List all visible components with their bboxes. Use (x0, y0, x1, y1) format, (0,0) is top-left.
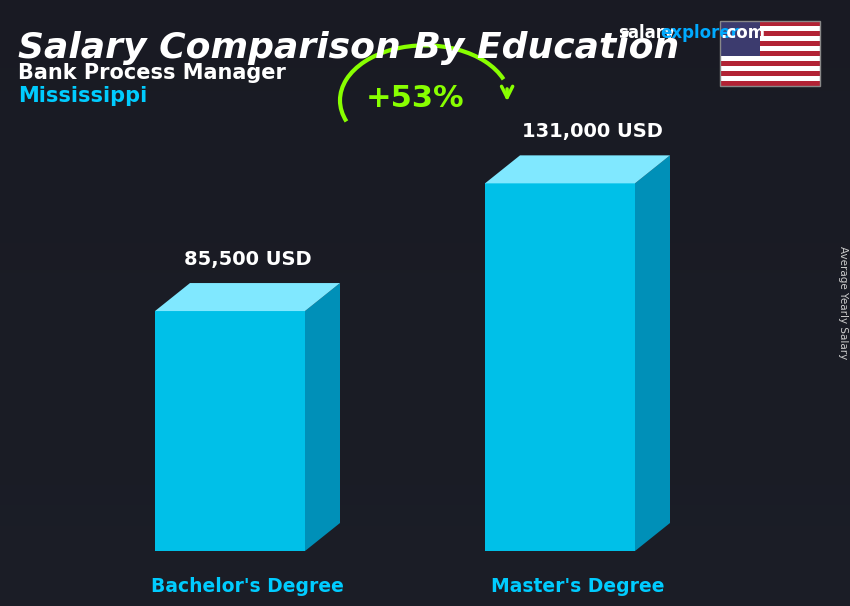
Bar (720, 61, 820, 66)
Polygon shape (155, 283, 340, 311)
Polygon shape (485, 184, 635, 551)
Text: Master's Degree: Master's Degree (490, 577, 664, 596)
Text: Average Yearly Salary: Average Yearly Salary (838, 247, 848, 359)
Text: 131,000 USD: 131,000 USD (522, 122, 663, 141)
Bar (720, 66, 820, 71)
Bar (720, 21, 820, 86)
Bar (720, 21, 820, 26)
Text: Bachelor's Degree: Bachelor's Degree (151, 577, 344, 596)
Text: .com: .com (720, 24, 765, 42)
Polygon shape (635, 155, 670, 551)
Bar (720, 36, 820, 41)
Text: Bank Process Manager: Bank Process Manager (18, 63, 286, 83)
Bar (720, 51, 820, 56)
Polygon shape (305, 283, 340, 551)
Text: +53%: +53% (366, 84, 464, 113)
Bar (720, 21, 760, 56)
Text: salary: salary (618, 24, 675, 42)
Bar (720, 41, 820, 46)
Polygon shape (155, 311, 305, 551)
Text: Salary Comparison By Education: Salary Comparison By Education (18, 31, 679, 65)
Bar (720, 56, 820, 61)
Bar (720, 31, 820, 36)
Bar (720, 26, 820, 31)
Polygon shape (485, 155, 670, 184)
Text: 85,500 USD: 85,500 USD (184, 250, 311, 269)
Bar (720, 46, 820, 51)
Text: explorer: explorer (660, 24, 739, 42)
Bar (720, 81, 820, 86)
Bar (720, 76, 820, 81)
Text: Mississippi: Mississippi (18, 86, 147, 106)
Bar (720, 71, 820, 76)
